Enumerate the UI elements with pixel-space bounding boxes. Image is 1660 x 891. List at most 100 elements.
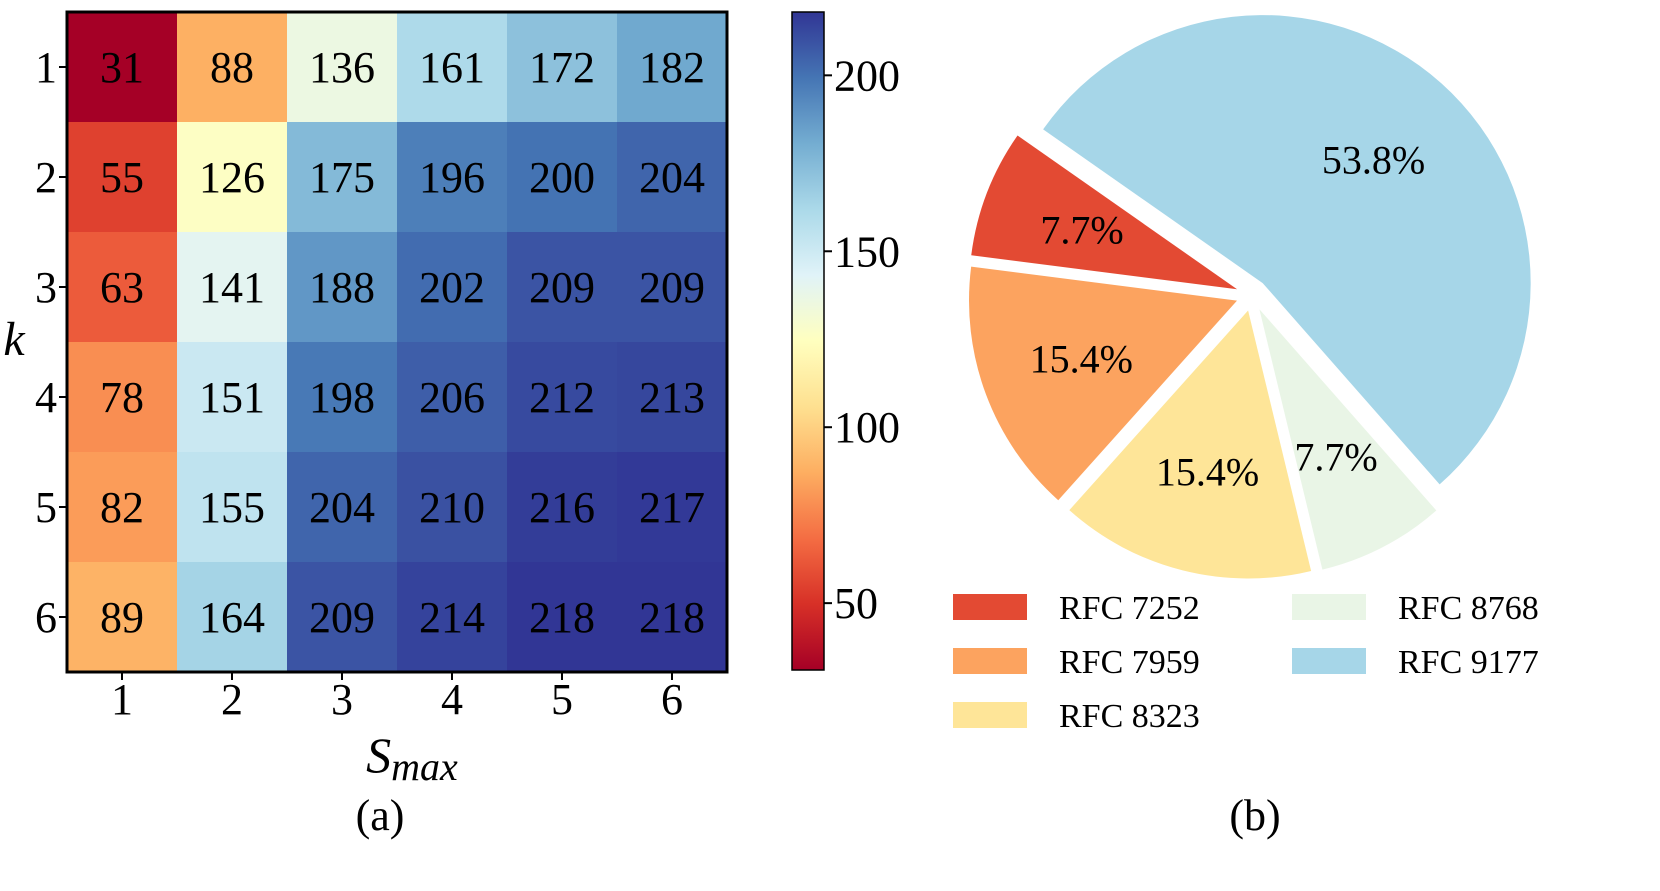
heatmap-cell-value: 209 [309, 593, 375, 642]
heatmap-cell-value: 63 [100, 263, 144, 312]
heatmap-cell [67, 452, 177, 562]
x-tick-label: 5 [551, 675, 573, 724]
heatmap-cell-value: 212 [529, 373, 595, 422]
heatmap-cell-value: 202 [419, 263, 485, 312]
heatmap-cell-value: 210 [419, 483, 485, 532]
legend-swatch [953, 594, 1027, 620]
legend-swatch [1292, 648, 1366, 674]
pie-slice-label: 7.7% [1294, 435, 1377, 480]
heatmap-cell-value: 88 [210, 43, 254, 92]
heatmap-cell [67, 342, 177, 452]
pie-legend: RFC 7252 RFC 8768 RFC 7959 RFC 9177 RFC 8323 [953, 590, 1539, 735]
heatmap-cell-value: 209 [529, 263, 595, 312]
y-tick-label: 4 [35, 373, 57, 422]
heatmap-cell-value: 164 [199, 593, 265, 642]
heatmap-cell [617, 562, 727, 672]
x-tick-label: 1 [111, 675, 133, 724]
heatmap-cell-value: 188 [309, 263, 375, 312]
heatmap-frame [65, 10, 729, 674]
heatmap-cell [617, 232, 727, 342]
heatmap-cell-value: 200 [529, 153, 595, 202]
heatmap-cell-value: 214 [419, 593, 485, 642]
subfigure-label-a: (a) [356, 791, 405, 840]
y-tick-label: 3 [35, 263, 57, 312]
colorbar: 50 100 150 200 [791, 11, 900, 671]
x-tick-label: 4 [441, 675, 463, 724]
heatmap-cell [67, 232, 177, 342]
heatmap-cell [617, 342, 727, 452]
y-tick-label: 1 [35, 43, 57, 92]
heatmap-cell [287, 122, 397, 232]
colorbar-tick-label: 200 [834, 51, 900, 100]
legend-swatch [953, 648, 1027, 674]
x-tick-label: 2 [221, 675, 243, 724]
heatmap-cell [177, 12, 287, 122]
heatmap-cell [67, 562, 177, 672]
heatmap-cell-value: 89 [100, 593, 144, 642]
heatmap-cell [287, 562, 397, 672]
heatmap-cell-value: 198 [309, 373, 375, 422]
heatmap-cell [397, 12, 507, 122]
heatmap-cell-value: 31 [100, 43, 144, 92]
colorbar-gradient [792, 12, 824, 670]
pie-slice [971, 135, 1238, 290]
subfigure-label-b: (b) [1229, 791, 1280, 840]
heatmap-cell-value: 136 [309, 43, 375, 92]
heatmap-cell-value: 141 [199, 263, 265, 312]
y-tick-label: 5 [35, 483, 57, 532]
heatmap-cell-value: 55 [100, 153, 144, 202]
heatmap-cell [177, 122, 287, 232]
pie-slice-label: 15.4% [1030, 337, 1133, 382]
colorbar-tick-label: 50 [834, 579, 878, 628]
pie-slice [1043, 15, 1531, 485]
pie-panel: 7.7% 15.4% 15.4% 7.7% 53.8% (b) [969, 15, 1531, 840]
heatmap-cell [177, 232, 287, 342]
colorbar-frame [791, 11, 825, 671]
heatmap-cell-value: 209 [639, 263, 705, 312]
heatmap-cell-value: 82 [100, 483, 144, 532]
x-tick-label: 6 [661, 675, 683, 724]
y-axis-label: k [3, 313, 26, 366]
heatmap-cell-value: 126 [199, 153, 265, 202]
heatmap-cell [287, 232, 397, 342]
heatmap-cell-value: 78 [100, 373, 144, 422]
pie-slice-label: 15.4% [1156, 450, 1259, 495]
legend-swatch [1292, 594, 1366, 620]
heatmap-cell [287, 12, 397, 122]
heatmap-cell-value: 196 [419, 153, 485, 202]
heatmap-cell-value: 217 [639, 483, 705, 532]
legend-label: RFC 8323 [1059, 698, 1200, 735]
pie-slice [1069, 310, 1312, 579]
heatmap-cell [507, 12, 617, 122]
heatmap-cell [397, 562, 507, 672]
heatmap-cell [507, 122, 617, 232]
heatmap-cell-value: 175 [309, 153, 375, 202]
heatmap-cell [287, 342, 397, 452]
heatmap-cell [617, 12, 727, 122]
legend-label: RFC 7959 [1059, 644, 1200, 681]
heatmap-cell-value: 151 [199, 373, 265, 422]
heatmap-cell-value: 218 [639, 593, 705, 642]
heatmap-cell-value: 182 [639, 43, 705, 92]
pie-slice-label: 53.8% [1322, 137, 1425, 182]
heatmap-cell [287, 452, 397, 562]
legend-swatch [953, 702, 1027, 728]
x-tick-label: 3 [331, 675, 353, 724]
heatmap-cell-value: 206 [419, 373, 485, 422]
heatmap-cell [177, 562, 287, 672]
heatmap-cell [177, 342, 287, 452]
pie-slice [969, 266, 1238, 501]
heatmap-cell [507, 232, 617, 342]
heatmap-cell-value: 204 [309, 483, 375, 532]
legend-label: RFC 9177 [1398, 644, 1539, 681]
y-tick-label: 2 [35, 153, 57, 202]
colorbar-tick-label: 150 [834, 227, 900, 276]
heatmap-cell-value: 218 [529, 593, 595, 642]
heatmap-cell [617, 122, 727, 232]
heatmap-cell-value: 216 [529, 483, 595, 532]
heatmap-cell-value: 161 [419, 43, 485, 92]
heatmap-cell [67, 122, 177, 232]
colorbar-tick-label: 100 [834, 403, 900, 452]
